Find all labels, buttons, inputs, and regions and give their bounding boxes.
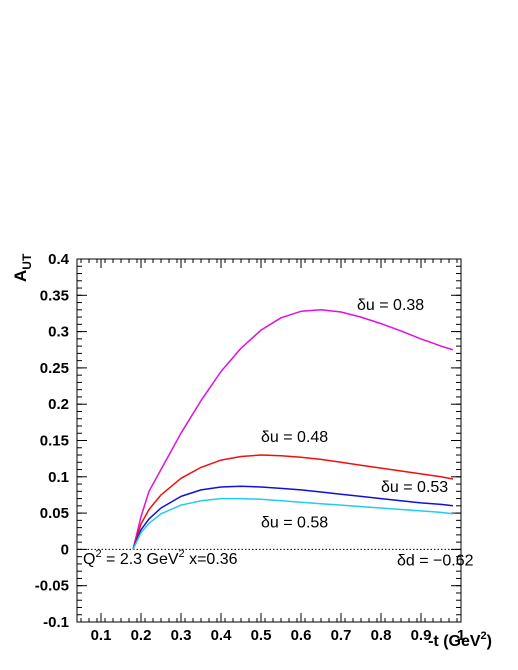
gev-sup: 2 (179, 548, 185, 560)
x-tick-label: 0.9 (411, 627, 432, 644)
y-tick-label: 0.15 (40, 433, 69, 450)
x-tick-label: 0.7 (331, 627, 352, 644)
annotation-du038: δu = 0.38 (357, 297, 424, 314)
x-tick-label: 0.1 (91, 627, 112, 644)
y-tick-label: 0.35 (40, 287, 69, 304)
x-value: x=0.36 (185, 551, 238, 568)
y-tick-label: 0.1 (48, 469, 69, 486)
series-line (132, 454, 454, 550)
x-tick-label: 0.8 (371, 627, 392, 644)
x-axis-title-close: ) (487, 633, 492, 650)
annotations: δu = 0.38 δu = 0.48 δu = 0.53 δu = 0.58 δd =… (261, 297, 474, 570)
y-tick-label: -0.1 (43, 614, 69, 631)
annotation-du048: δu = 0.48 (261, 429, 328, 446)
kinematics-annotation: Q2 = 2.3 GeV2 x=0.36 (83, 548, 238, 568)
annotation-du058: δu = 0.58 (261, 515, 328, 532)
x-tick-label: 0.5 (251, 627, 272, 644)
x-tick-label: 1 (457, 627, 465, 644)
series-line (132, 309, 454, 550)
y-tick-label: 0.2 (48, 396, 69, 413)
series-line (132, 485, 454, 550)
q-label: Q (83, 551, 95, 568)
y-axis-title-sub: UT (20, 253, 34, 270)
x-axis-title-sup: 2 (481, 630, 487, 642)
tick-labels: 0.1 0.2 0.3 0.4 0.5 0.6 0.7 0.8 0.9 1 -0.1 -0.05 0 0.… (35, 251, 465, 644)
y-tick-label: 0 (61, 541, 69, 558)
q-value: = 2.3 GeV (102, 551, 179, 568)
x-tick-label: 0.4 (211, 627, 233, 644)
x-axis-title: -t (GeV2) (428, 630, 492, 650)
x-tick-label: 0.6 (291, 627, 312, 644)
y-tick-label: -0.05 (35, 578, 69, 595)
y-tick-label: 0.3 (48, 324, 69, 341)
y-axis-title-main: A (11, 270, 30, 282)
y-tick-label: 0.25 (40, 360, 69, 377)
x-axis-title-main: -t (GeV (428, 633, 481, 650)
series-line (132, 497, 454, 550)
x-tick-label: 0.2 (131, 627, 152, 644)
y-tick-label: 0.4 (48, 251, 70, 268)
x-tick-label: 0.3 (171, 627, 192, 644)
y-tick-label: 0.05 (40, 505, 69, 522)
y-axis-title: AUT (11, 253, 34, 282)
annotation-dd: δd = −0.62 (397, 552, 474, 569)
q-sup: 2 (95, 548, 101, 560)
series-group (132, 309, 454, 550)
annotation-du053: δu = 0.53 (381, 479, 448, 496)
